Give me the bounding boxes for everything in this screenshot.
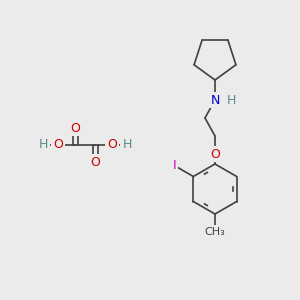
Text: N: N	[210, 94, 220, 106]
Text: O: O	[53, 139, 63, 152]
Text: H: H	[38, 139, 48, 152]
Text: CH₃: CH₃	[205, 227, 225, 237]
Text: O: O	[210, 148, 220, 160]
Text: H: H	[122, 139, 132, 152]
Text: O: O	[90, 155, 100, 169]
Text: H: H	[226, 94, 236, 106]
Text: O: O	[70, 122, 80, 134]
Text: I: I	[172, 159, 176, 172]
Text: O: O	[107, 139, 117, 152]
